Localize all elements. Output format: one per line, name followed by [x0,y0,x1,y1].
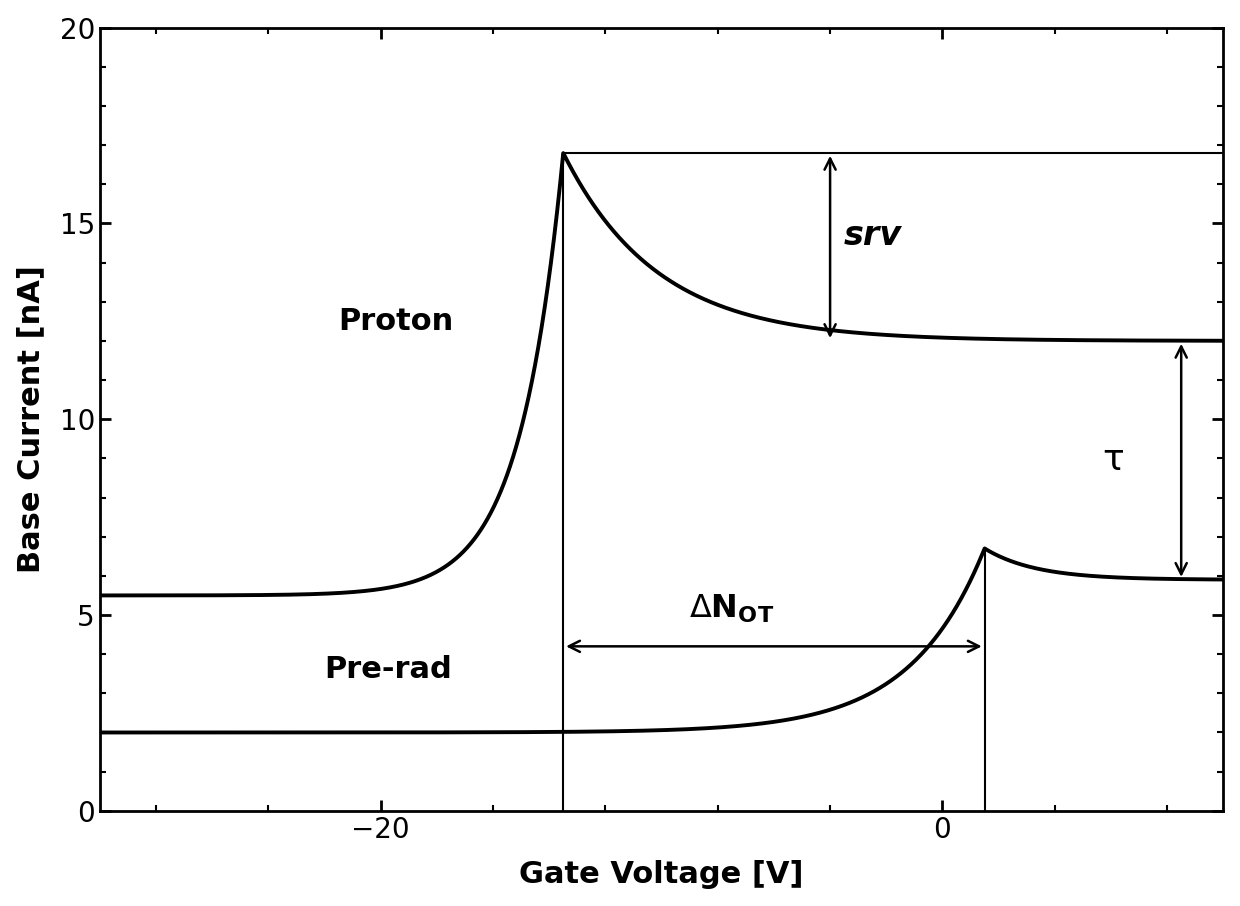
Text: Proton: Proton [339,307,454,336]
Text: srv: srv [844,218,903,252]
Y-axis label: Base Current [nA]: Base Current [nA] [16,265,46,573]
Text: $\Delta \mathbf{N}_{\mathbf{OT}}$: $\Delta \mathbf{N}_{\mathbf{OT}}$ [689,593,774,625]
Text: τ: τ [1102,443,1125,477]
X-axis label: Gate Voltage [V]: Gate Voltage [V] [520,861,804,890]
Text: Pre-rad: Pre-rad [325,655,453,684]
